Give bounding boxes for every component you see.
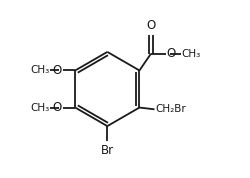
Text: CH₃: CH₃ [30, 103, 49, 112]
Text: CH₃: CH₃ [182, 49, 201, 59]
Text: CH₃: CH₃ [30, 66, 49, 75]
Text: Br: Br [101, 144, 114, 157]
Text: O: O [166, 47, 175, 60]
Text: CH₂Br: CH₂Br [155, 104, 186, 114]
Text: O: O [53, 64, 62, 77]
Text: O: O [146, 19, 156, 32]
Text: O: O [53, 101, 62, 114]
